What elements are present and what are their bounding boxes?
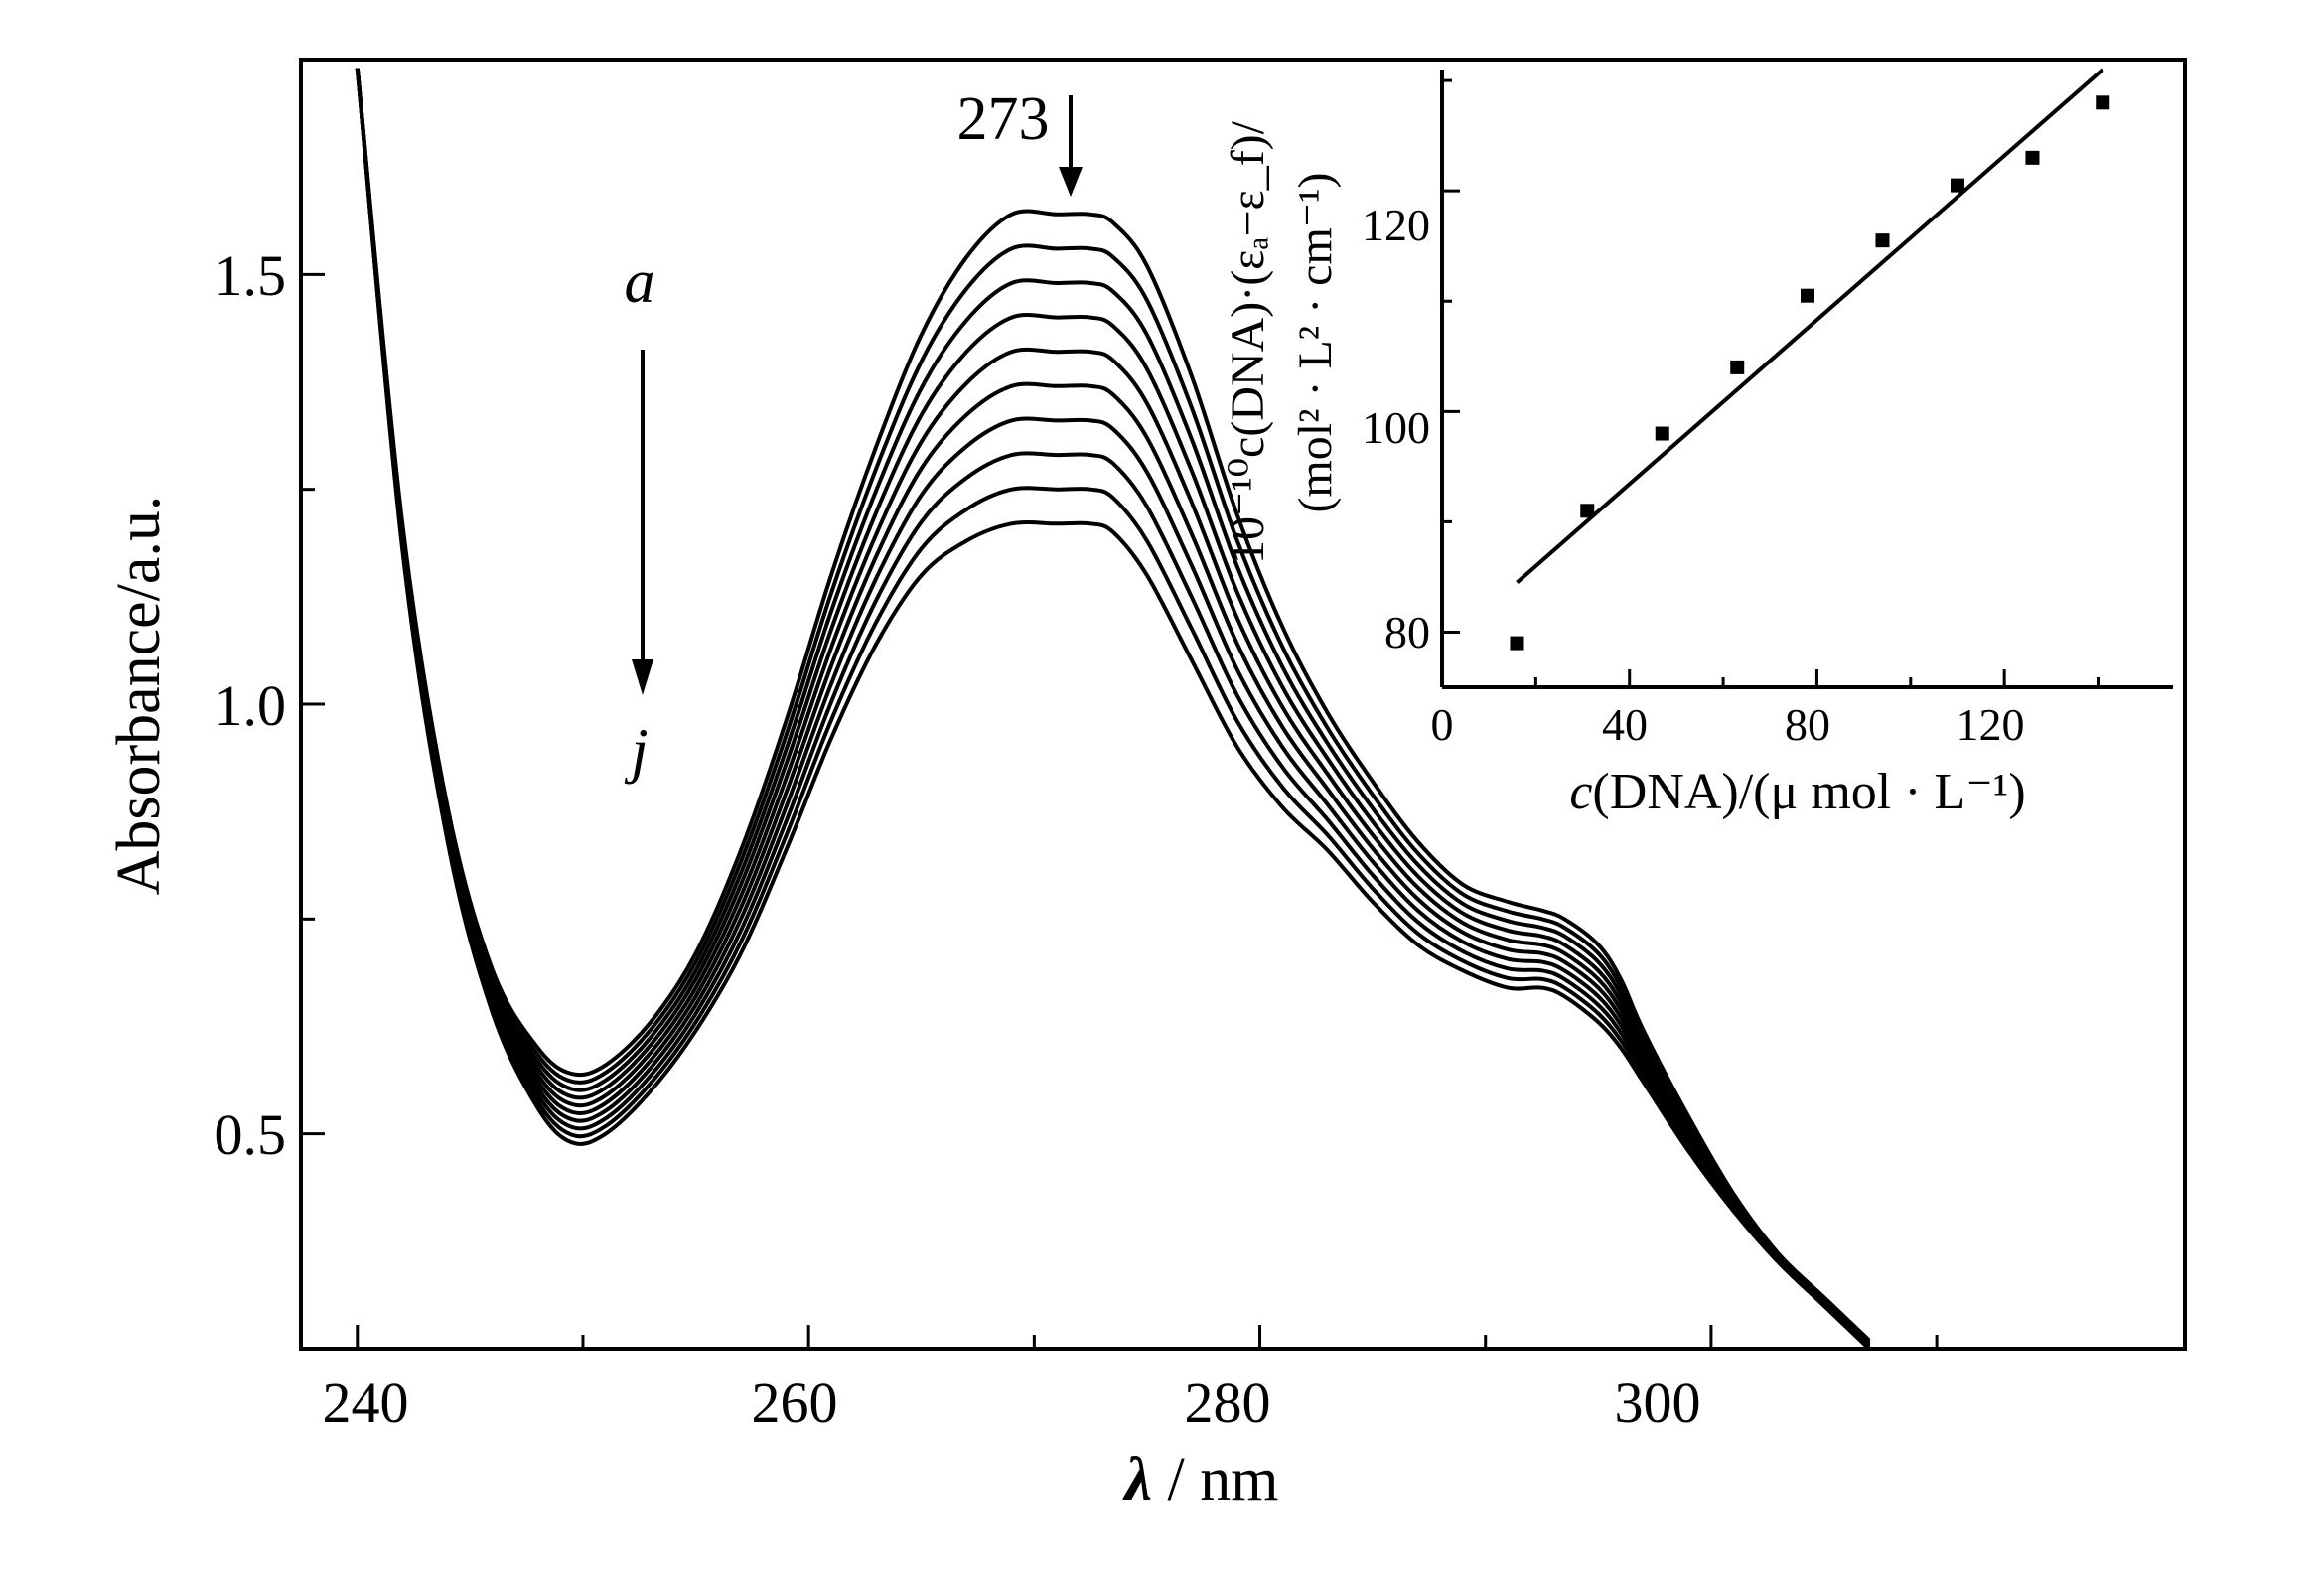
inset-fit-line	[1516, 68, 2104, 584]
y-tick-label-1.5: 1.5	[215, 243, 287, 308]
spectrum-curve-c	[355, 68, 1871, 1344]
spectrum-curve-d	[355, 68, 1871, 1345]
inset-y-axis-title-line2: (mol² · L² · cm⁻¹)	[1289, 172, 1342, 512]
spectrum-curve-i	[355, 68, 1871, 1349]
inset-y-tick-label-100: 100	[1362, 402, 1430, 453]
x-axis-title: λ / nm	[1122, 1446, 1279, 1514]
x-axis-unit: / nm	[1152, 1446, 1278, 1514]
spectrum-curve-g	[355, 68, 1871, 1348]
x-tick-label-300: 300	[1615, 1371, 1701, 1435]
inset-data-point-9	[2096, 95, 2110, 110]
inset-data-point-4	[1730, 360, 1745, 374]
spectrum-curve-a	[355, 68, 1871, 1342]
inset-data-point-1	[1510, 636, 1524, 651]
spectrum-curve-j	[355, 68, 1871, 1349]
series-order-arrow-head	[632, 659, 653, 695]
y-axis-title: Absorbance/a.u.	[105, 496, 173, 896]
inset-x-axis-rest: (DNA)/(μ mol · L⁻¹)	[1592, 764, 2025, 820]
inset-data-point-5	[1801, 288, 1814, 303]
x-tick-label-260: 260	[752, 1371, 838, 1435]
inset-linear-fit	[1516, 68, 2104, 584]
inset-data-point-3	[1655, 426, 1669, 441]
inset-data-point-7	[1950, 178, 1964, 193]
inset-x-tick-label-80: 80	[1785, 699, 1830, 750]
inset-x-tick-label-40: 40	[1602, 699, 1648, 750]
spectrum-curve-f	[355, 68, 1871, 1347]
series-end-label: j	[624, 717, 648, 785]
spectrum-curve-h	[355, 68, 1871, 1349]
x-axis-variable: λ	[1122, 1446, 1153, 1514]
inset-x-axis-variable: c	[1569, 764, 1592, 820]
spectrum-curve-e	[355, 68, 1871, 1346]
inset-y-tick-label-120: 120	[1362, 200, 1430, 250]
peak-arrow-head	[1059, 167, 1083, 197]
inset-data-point-8	[2025, 150, 2040, 165]
inset-points	[1510, 95, 2110, 651]
spectrum-curve-b	[355, 68, 1871, 1343]
inset-axes	[1440, 70, 2173, 689]
inset-x-tick-label-120: 120	[1957, 699, 2025, 750]
inset-y-axis-title-line1: 10⁻¹⁰c(DNA)·(εₐ−ε_f)/	[1222, 120, 1274, 564]
inset-data-point-6	[1875, 233, 1890, 248]
inset-data-point-2	[1580, 504, 1595, 518]
x-tick-label-280: 280	[1185, 1371, 1271, 1435]
series-start-label: a	[625, 248, 655, 316]
main-curves	[355, 68, 1871, 1349]
inset-y-tick-label-80: 80	[1384, 607, 1430, 657]
main-tick-marks	[301, 272, 1939, 1349]
x-tick-label-240: 240	[323, 1371, 409, 1435]
inset-x-axis-title: c(DNA)/(μ mol · L⁻¹)	[1569, 764, 2025, 820]
peak-wavelength-label: 273	[957, 85, 1050, 153]
y-tick-label-0.5: 0.5	[215, 1102, 287, 1167]
y-tick-label-1.0: 1.0	[215, 673, 287, 738]
inset-x-tick-label-0: 0	[1431, 699, 1454, 750]
